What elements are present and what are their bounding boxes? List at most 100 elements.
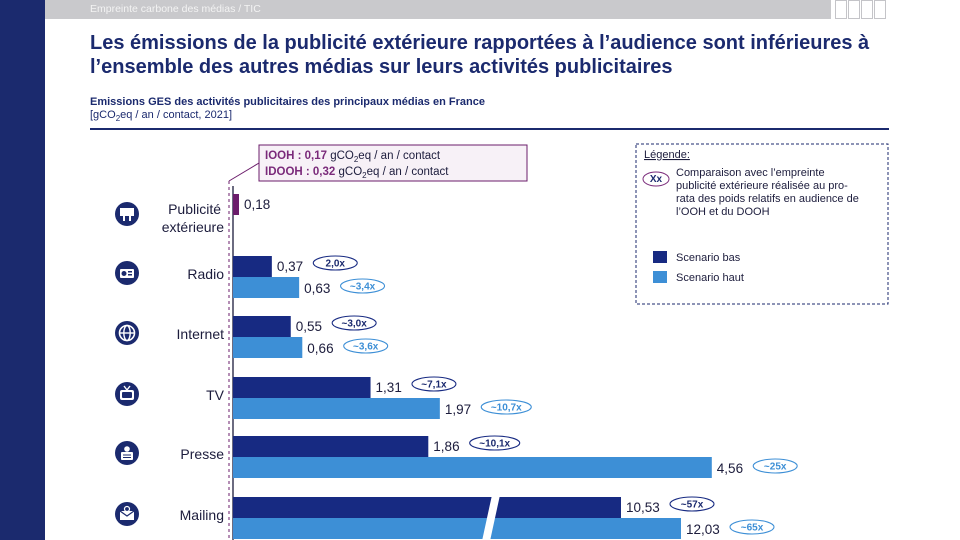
category-label: Mailing [180,507,224,523]
bar-high [233,457,712,478]
bubble-label: ~57x [681,500,704,511]
bar-low [233,256,272,277]
category-label: Radio [187,266,224,282]
category-label: TV [206,387,225,403]
newspaper-icon [115,441,139,465]
legend-label-high: Scenario haut [676,272,744,284]
billboard-icon [115,202,139,226]
bubble-outline [729,519,775,535]
legend-title: Légende: [644,149,690,161]
icon-shape [121,452,133,460]
legend-description: rata des poids relatifs en audience de [676,193,859,205]
category-label: Publicité [168,201,221,217]
value-label-low: 1,86 [433,439,459,454]
bubble-outline [343,338,389,354]
bubble-outline [331,315,377,331]
category-label: extérieure [162,219,224,235]
bar-high [233,337,303,358]
category-label: Internet [177,326,225,342]
bubble-label: 2,0x [326,259,346,270]
value-label-low: 1,31 [376,380,402,395]
ooh-unit-sub: 2 [354,155,359,164]
legend-swatch-low [653,251,667,263]
page-title: Les émissions de la publicité extérieure… [90,32,870,78]
bar-high [233,277,300,298]
bar-low [233,377,371,398]
bar-low [233,194,239,215]
dooh-unit-suffix: eq / an / contact [367,166,450,178]
ooh-unit-suffix: eq / an / contact [358,150,441,162]
dooh-value: IDOOH : 0,32 [265,166,335,178]
bubble-label: ~10,7x [491,403,522,414]
reference-box [258,144,528,182]
low-ratio-bubble: ~3,0x [331,315,377,331]
reference-connector [228,162,260,182]
value-label-high: 0,63 [304,281,330,296]
value-label-high: 12,03 [686,522,720,537]
high-ratio-bubble: ~3,6x [343,338,389,354]
legend-bubble-symbol: Xx [650,174,663,185]
icon-shape [126,385,131,391]
high-ratio-bubble: ~10,7x [480,399,532,415]
chart-unit: [gCO2eq / an / contact, 2021] [90,109,232,123]
icon-shape [129,216,131,221]
value-label-high: 0,66 [307,341,333,356]
low-ratio-bubble: ~7,1x [411,376,457,392]
icon-shape [128,274,132,276]
category-label: Presse [180,446,224,462]
title-divider [90,128,889,130]
bar-low [233,436,429,457]
bubble-label: ~3,4x [350,282,376,293]
icon-shape [128,271,132,273]
square [874,0,886,19]
axis-break [482,495,500,540]
dooh-unit-sub: 2 [362,171,367,180]
bubble-outline [669,496,715,512]
legend-bubble [642,171,670,187]
bubble-label: ~3,0x [341,319,367,330]
bubble-outline [752,458,798,474]
ooh-unit: gCO [327,150,354,162]
low-ratio-bubble: ~10,1x [469,435,521,451]
legend-description: l’OOH et du DOOH [676,206,770,218]
icon-shape [119,510,135,517]
high-ratio-bubble: ~65x [729,519,775,535]
mail-icon [115,502,139,526]
ooh-reference-label: IOOH : 0,17 gCO2eq / an / contact [265,150,441,164]
icon-shape [123,385,128,391]
bubble-outline [339,278,386,294]
dooh-unit: gCO [335,166,362,178]
icon-shape [120,208,134,216]
high-ratio-bubble: ~3,4x [339,278,386,294]
ooh-value: IOOH : 0,17 [265,150,327,162]
bar-high [233,398,440,419]
legend-description: publicité extérieure réalisée au pro- [676,180,848,192]
legend-description: Comparaison avec l’empreinte [676,167,825,179]
bubble-outline [469,435,521,451]
icon-shape [124,446,130,452]
top-squares [835,0,886,19]
legend-label-low: Scenario bas [676,252,741,264]
icon-shape [123,505,131,513]
tv-icon [115,382,139,406]
chart-title: Emissions GES des activités publicitaire… [90,96,485,108]
bubble-label: ~25x [764,462,787,473]
bubble-label: ~3,6x [353,342,379,353]
bubble-label: ~7,1x [421,380,447,391]
bar-high [233,518,681,539]
bubble-outline [312,255,358,271]
unit-suffix: eq / an / contact, 2021] [120,109,233,121]
dooh-reference-label: IDOOH : 0,32 gCO2eq / an / contact [265,166,449,180]
square [848,0,860,19]
bar-low [233,497,621,518]
low-ratio-bubble: ~57x [669,496,715,512]
bubble-outline [411,376,457,392]
icon-shape [123,216,125,221]
breadcrumb: Empreinte carbone des médias / TIC [90,3,261,15]
high-ratio-bubble: ~25x [752,458,798,474]
icon-shape [122,392,132,398]
legend-swatch-high [653,271,667,283]
bubble-label: ~10,1x [479,439,510,450]
value-label-low: 0,37 [277,259,303,274]
